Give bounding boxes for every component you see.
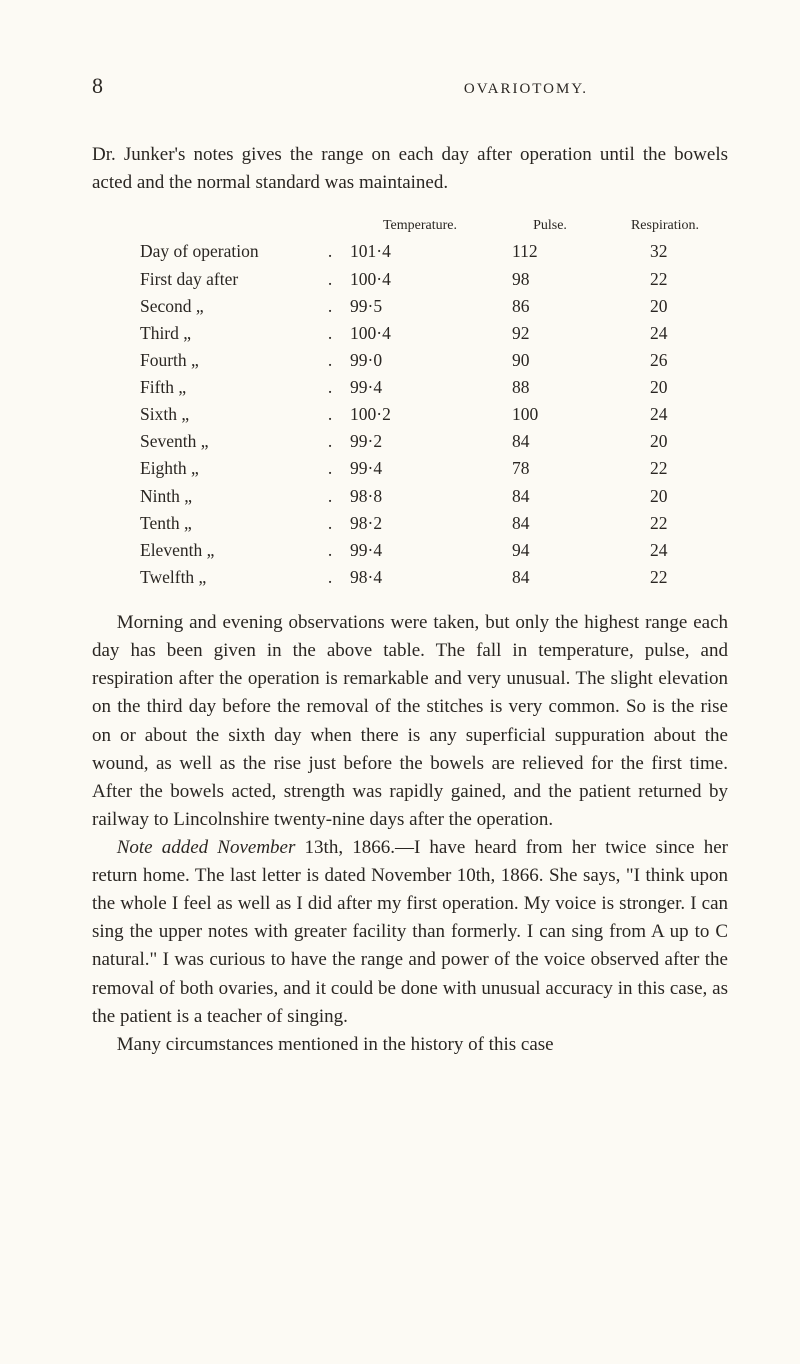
row-pulse: 94: [490, 537, 610, 564]
row-temperature: 99·2: [350, 428, 490, 455]
table-row: Sixth „.100·210024: [140, 401, 728, 428]
row-dot: .: [310, 483, 350, 510]
row-temperature: 100·2: [350, 401, 490, 428]
col-header-respiration: Respiration.: [610, 215, 720, 237]
row-temperature: 98·2: [350, 510, 490, 537]
row-dot: .: [310, 374, 350, 401]
row-respiration: 22: [610, 266, 720, 293]
col-header-pulse: Pulse.: [490, 215, 610, 237]
table-row: Third „.100·49224: [140, 320, 728, 347]
row-pulse: 88: [490, 374, 610, 401]
row-pulse: 86: [490, 293, 610, 320]
row-label: Fifth „: [140, 374, 310, 401]
row-respiration: 22: [610, 510, 720, 537]
row-temperature: 98·4: [350, 564, 490, 591]
page-number: 8: [92, 70, 103, 103]
table-row: Ninth „.98·88420: [140, 483, 728, 510]
row-pulse: 112: [490, 238, 610, 265]
running-head: OVARIOTOMY.: [464, 78, 588, 100]
row-label: Tenth „: [140, 510, 310, 537]
row-pulse: 92: [490, 320, 610, 347]
row-label: Day of operation: [140, 238, 310, 265]
table-header-row: Temperature. Pulse. Respiration.: [140, 215, 728, 237]
row-dot: .: [310, 564, 350, 591]
final-paragraph: Many circumstances mentioned in the hist…: [92, 1031, 728, 1059]
row-label: Twelfth „: [140, 564, 310, 591]
note-lead-rest: 13th, 1866.—I have heard from her twice …: [92, 837, 728, 1027]
note-paragraph: Note added November 13th, 1866.—I have h…: [92, 834, 728, 1031]
row-dot: .: [310, 266, 350, 293]
row-respiration: 20: [610, 374, 720, 401]
row-pulse: 90: [490, 347, 610, 374]
row-label: Seventh „: [140, 428, 310, 455]
row-pulse: 84: [490, 510, 610, 537]
row-dot: .: [310, 428, 350, 455]
table-row: First day after.100·49822: [140, 266, 728, 293]
row-respiration: 22: [610, 455, 720, 482]
intro-paragraph: Dr. Junker's notes gives the range on ea…: [92, 141, 728, 197]
row-temperature: 99·4: [350, 537, 490, 564]
row-respiration: 26: [610, 347, 720, 374]
row-pulse: 78: [490, 455, 610, 482]
row-temperature: 99·4: [350, 455, 490, 482]
row-respiration: 20: [610, 483, 720, 510]
row-dot: .: [310, 238, 350, 265]
row-label: Sixth „: [140, 401, 310, 428]
table-row: Twelfth „.98·48422: [140, 564, 728, 591]
row-pulse: 100: [490, 401, 610, 428]
row-respiration: 32: [610, 238, 720, 265]
row-dot: .: [310, 320, 350, 347]
row-label: Eighth „: [140, 455, 310, 482]
row-temperature: 100·4: [350, 320, 490, 347]
page-header: 8 OVARIOTOMY.: [92, 70, 728, 103]
row-pulse: 84: [490, 483, 610, 510]
row-temperature: 99·4: [350, 374, 490, 401]
row-respiration: 20: [610, 293, 720, 320]
row-dot: .: [310, 401, 350, 428]
table-row: Tenth „.98·28422: [140, 510, 728, 537]
table-row: Day of operation.101·411232: [140, 238, 728, 265]
row-label: Eleventh „: [140, 537, 310, 564]
row-respiration: 24: [610, 320, 720, 347]
row-pulse: 98: [490, 266, 610, 293]
row-dot: .: [310, 293, 350, 320]
col-header-label: [140, 215, 350, 237]
row-pulse: 84: [490, 428, 610, 455]
row-temperature: 99·0: [350, 347, 490, 374]
row-label: First day after: [140, 266, 310, 293]
row-respiration: 20: [610, 428, 720, 455]
note-lead-italic: Note added November: [117, 837, 296, 858]
table-row: Eighth „.99·47822: [140, 455, 728, 482]
row-dot: .: [310, 347, 350, 374]
col-header-temperature: Temperature.: [350, 215, 490, 237]
row-temperature: 99·5: [350, 293, 490, 320]
row-pulse: 84: [490, 564, 610, 591]
table-row: Second „.99·58620: [140, 293, 728, 320]
table-row: Eleventh „.99·49424: [140, 537, 728, 564]
row-label: Second „: [140, 293, 310, 320]
row-temperature: 100·4: [350, 266, 490, 293]
row-dot: .: [310, 537, 350, 564]
row-respiration: 24: [610, 401, 720, 428]
table-row: Fourth „.99·09026: [140, 347, 728, 374]
table-row: Seventh „.99·28420: [140, 428, 728, 455]
row-dot: .: [310, 455, 350, 482]
morning-paragraph: Morning and evening observations were ta…: [92, 609, 728, 834]
row-respiration: 22: [610, 564, 720, 591]
row-label: Ninth „: [140, 483, 310, 510]
row-label: Third „: [140, 320, 310, 347]
row-label: Fourth „: [140, 347, 310, 374]
observations-table: Temperature. Pulse. Respiration. Day of …: [140, 215, 728, 591]
table-row: Fifth „.99·48820: [140, 374, 728, 401]
row-temperature: 101·4: [350, 238, 490, 265]
row-respiration: 24: [610, 537, 720, 564]
row-temperature: 98·8: [350, 483, 490, 510]
row-dot: .: [310, 510, 350, 537]
